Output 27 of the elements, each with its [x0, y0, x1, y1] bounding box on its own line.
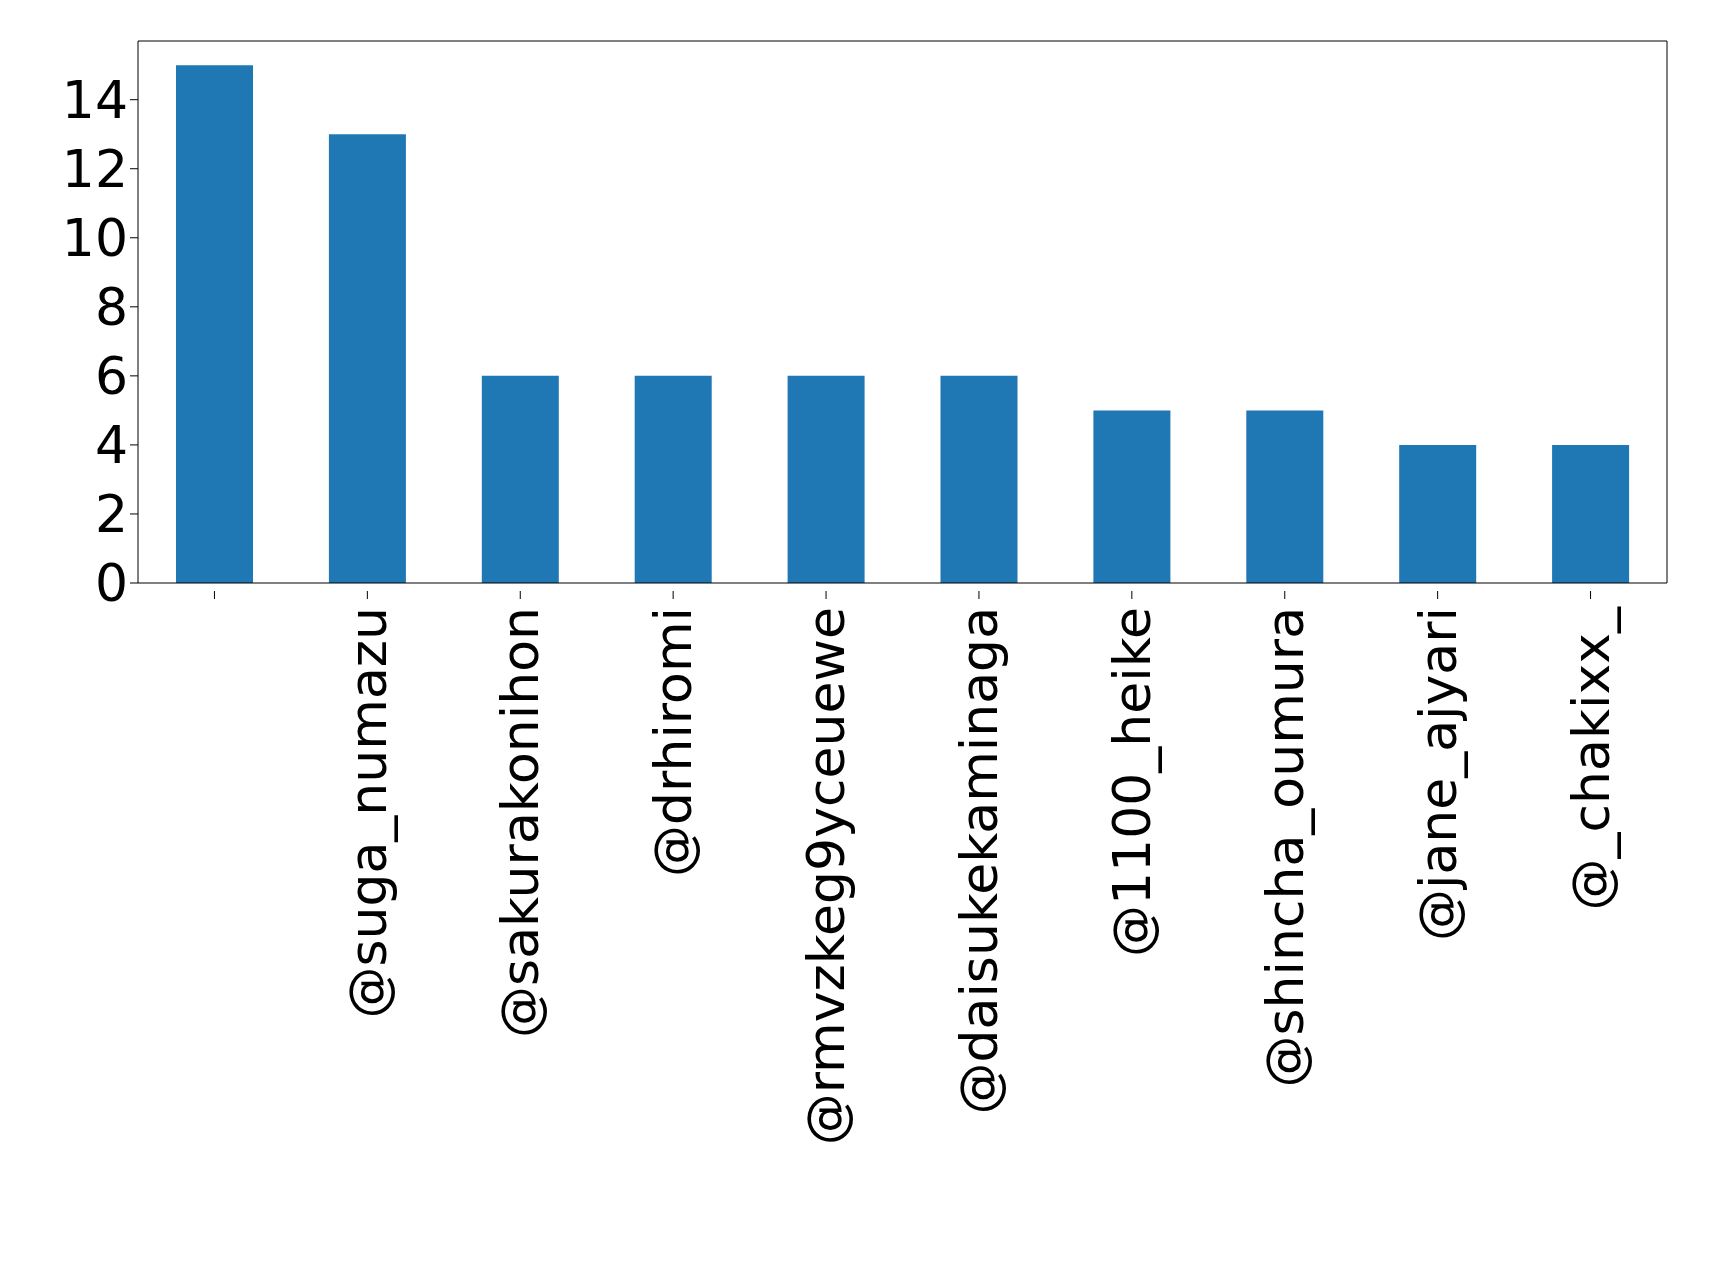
bar: [1246, 410, 1324, 583]
bar: [1399, 444, 1477, 583]
y-tick-label: 8: [94, 277, 128, 338]
x-tick-label: @rmvzkeg9yceuewe: [796, 607, 857, 1146]
y-tick-label: 6: [94, 346, 128, 407]
y-tick-label: 2: [94, 484, 128, 545]
y-tick-label: 10: [61, 208, 128, 269]
x-tick-label: @jane_ajyari: [1407, 607, 1468, 942]
bar: [634, 375, 712, 583]
x-tick-label: @sakurakonihon: [490, 607, 551, 1038]
y-tick-label: 4: [94, 415, 128, 476]
bar: [481, 375, 559, 583]
y-tick-label: 0: [94, 553, 128, 614]
x-tick-label: @daisukekaminaga: [949, 607, 1010, 1115]
bar: [1093, 410, 1171, 583]
x-tick-label: @_chakixx_: [1560, 606, 1621, 911]
bar: [1552, 444, 1630, 583]
bar: [328, 134, 406, 583]
bar: [940, 375, 1018, 583]
x-tick-label: @1100_heike: [1102, 607, 1163, 957]
bar: [787, 375, 865, 583]
x-tick-label: @shincha_oumura: [1254, 607, 1315, 1088]
y-tick-label: 12: [61, 139, 128, 200]
x-tick-label: @drhiromi: [643, 607, 704, 878]
y-tick-label: 14: [61, 70, 128, 131]
x-tick-label: @suga_numazu: [337, 607, 398, 1019]
bar: [176, 65, 253, 583]
